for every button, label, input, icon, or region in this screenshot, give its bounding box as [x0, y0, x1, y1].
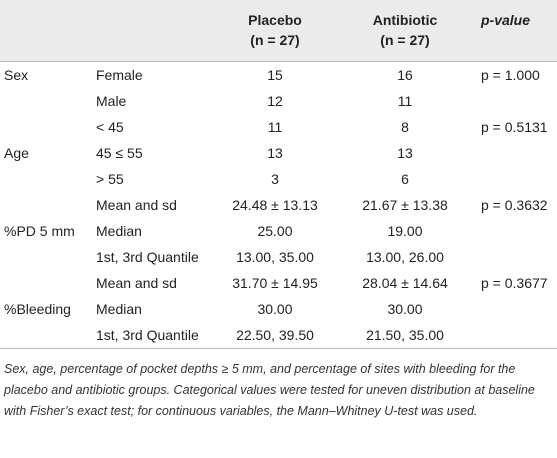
row-label: 45 ≤ 55: [96, 145, 143, 161]
group-cell: [0, 166, 92, 192]
table-header: Placebo (n = 27) Antibiotic (n = 27) p-val…: [0, 0, 557, 62]
antibiotic-cell: 28.04 ± 14.64: [362, 275, 448, 291]
placebo-cell: 15: [267, 67, 283, 83]
group-cell: [0, 192, 92, 218]
table-row: %PD 5 mm Median 25.00 19.00: [0, 218, 557, 244]
table-row: 1st, 3rd Quantile 22.50, 39.50 21.50, 35.0…: [0, 322, 557, 349]
table-row: Male 12 11: [0, 88, 557, 114]
header-text: Placebo: [248, 12, 302, 28]
table-row: < 45 11 8 p = 0.5131: [0, 114, 557, 140]
pvalue-cell: [475, 88, 557, 114]
pvalue-cell: [475, 218, 557, 244]
table-row: Mean and sd 31.70 ± 14.95 28.04 ± 14.64 p =…: [0, 270, 557, 296]
header-text: (n = 27): [380, 32, 430, 48]
pvalue-cell: p = 0.3677: [481, 275, 548, 291]
caption: Sex, age, percentage of pocket depths ≥ …: [4, 362, 535, 418]
header-antibiotic: Antibiotic (n = 27): [335, 0, 475, 62]
antibiotic-cell: 19.00: [387, 223, 423, 239]
antibiotic-cell: 11: [397, 93, 413, 109]
pvalue-cell: [475, 166, 557, 192]
header-pvalue: p-value: [475, 0, 557, 62]
placebo-cell: 24.48 ± 13.13: [232, 197, 318, 213]
group-cell: %Bleeding: [4, 301, 71, 317]
row-label: Male: [96, 93, 127, 109]
pvalue-cell: [475, 140, 557, 166]
antibiotic-cell: 13.00, 26.00: [366, 249, 444, 265]
row-label: Female: [96, 67, 143, 83]
antibiotic-cell: 16: [397, 67, 413, 83]
header-placebo: Placebo (n = 27): [215, 0, 335, 62]
row-label: > 55: [96, 171, 124, 187]
antibiotic-cell: 8: [401, 119, 409, 135]
placebo-cell: 13.00, 35.00: [236, 249, 314, 265]
table-row: Sex Female 15 16 p = 1.000: [0, 62, 557, 89]
data-table: Placebo (n = 27) Antibiotic (n = 27) p-val…: [0, 0, 557, 349]
placebo-cell: 31.70 ± 14.95: [232, 275, 318, 291]
group-cell: [0, 88, 92, 114]
row-label: Mean and sd: [96, 197, 177, 213]
group-cell: [0, 114, 92, 140]
row-label: 1st, 3rd Quantile: [92, 322, 215, 349]
group-cell: Sex: [4, 67, 29, 83]
antibiotic-cell: 13: [397, 145, 413, 161]
placebo-cell: 11: [267, 119, 283, 135]
group-cell: %PD 5 mm: [4, 223, 75, 239]
header-empty: [92, 0, 215, 62]
row-label: Median: [96, 223, 142, 239]
placebo-cell: 3: [271, 171, 279, 187]
pvalue-cell: [475, 244, 557, 270]
row-label: 1st, 3rd Quantile: [96, 249, 199, 265]
antibiotic-cell: 21.50, 35.00: [335, 322, 475, 349]
table-row: Age 45 ≤ 55 13 13: [0, 140, 557, 166]
pvalue-cell: p = 0.5131: [481, 119, 548, 135]
header-text: (n = 27): [250, 32, 300, 48]
group-cell: Age: [4, 145, 29, 161]
table-body: Sex Female 15 16 p = 1.000 Male 12 11 < 45 11 8 p =…: [0, 62, 557, 349]
pvalue-cell: [475, 296, 557, 322]
table-row: %Bleeding Median 30.00 30.00: [0, 296, 557, 322]
antibiotic-cell: 30.00: [387, 301, 423, 317]
header-text: Antibiotic: [372, 12, 438, 28]
group-cell: [0, 244, 92, 270]
placebo-cell: 12: [267, 93, 283, 109]
placebo-cell: 22.50, 39.50: [215, 322, 335, 349]
pvalue-cell: p = 1.000: [481, 67, 540, 83]
group-cell: [0, 322, 92, 349]
placebo-cell: 13: [267, 145, 283, 161]
table-row: > 55 3 6: [0, 166, 557, 192]
antibiotic-cell: 6: [401, 171, 409, 187]
pvalue-cell: [475, 322, 557, 349]
table-row: 1st, 3rd Quantile 13.00, 35.00 13.00, 26.0…: [0, 244, 557, 270]
row-label: Median: [96, 301, 142, 317]
header-empty: [0, 0, 92, 62]
table-row: Mean and sd 24.48 ± 13.13 21.67 ± 13.38 p =…: [0, 192, 557, 218]
placebo-cell: 25.00: [257, 223, 293, 239]
row-label: Mean and sd: [96, 275, 177, 291]
placebo-cell: 30.00: [257, 301, 293, 317]
row-label: < 45: [96, 119, 124, 135]
antibiotic-cell: 21.67 ± 13.38: [362, 197, 448, 213]
header-row: Placebo (n = 27) Antibiotic (n = 27) p-val…: [0, 0, 557, 62]
pvalue-cell: p = 0.3632: [481, 197, 548, 213]
group-cell: [0, 270, 92, 296]
